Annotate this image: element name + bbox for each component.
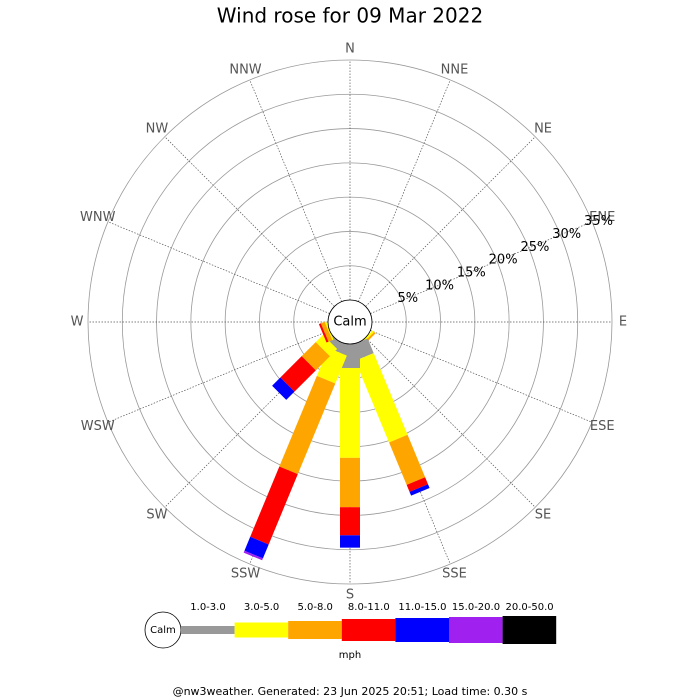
legend-label: 8.0-11.0 [348,602,390,613]
bar-segment [316,348,347,384]
legend-swatch [502,616,557,644]
legend-label: 20.0-50.0 [506,602,554,613]
bar-segment [340,535,360,548]
chart-title: Wind rose for 09 Mar 2022 [217,4,483,28]
bar-segment [280,356,316,392]
ring-label: 25% [520,240,549,255]
legend-swatch [181,626,235,634]
calm-label: Calm [333,315,366,330]
bar-segment [243,550,263,561]
direction-label: WSW [81,419,115,434]
footer: @nw3weather. Generated: 23 Jun 2025 20:5… [173,685,528,698]
bar-segment [324,321,334,341]
bar-segment [340,368,360,458]
calm-circle [327,299,373,345]
bar-segment [340,507,360,536]
direction-label: SSE [442,567,467,582]
spoke [365,337,536,508]
spoke [370,330,593,423]
legend-label: 1.0-3.0 [190,602,225,613]
bar-segment [409,484,430,496]
direction-label: E [619,315,627,330]
direction-label: S [346,588,354,603]
direction-bar [318,321,334,343]
ring-label: 20% [489,253,518,268]
direction-label: SW [146,508,167,523]
bar-segment [279,375,336,475]
legend-calm-label: Calm [150,625,176,636]
direction-bar [243,338,351,561]
legend-swatch [234,622,289,638]
ring-label: 15% [457,265,486,280]
bar-segment [315,334,338,357]
bar-segment [389,434,426,485]
legend-label: 3.0-5.0 [244,602,279,613]
grid-ring [121,93,579,551]
spoke [365,136,536,307]
bar-segment [244,536,269,559]
legend-swatch [395,618,449,642]
direction-label: SE [535,508,551,523]
legend-swatch [288,621,342,639]
direction-label: N [345,42,355,57]
bar-segment [406,477,429,492]
direction-label: NW [146,121,169,136]
ring-label: 10% [425,278,454,293]
spoke [164,136,335,307]
bar-segment [318,323,329,343]
direction-label: ESE [590,419,615,434]
legend-swatch [449,617,503,643]
direction-label: ENE [589,210,615,225]
spoke [107,221,330,314]
ring-label: 30% [552,227,581,242]
spoke [370,221,593,314]
direction-label: NNW [229,62,261,77]
direction-label: W [71,315,84,330]
direction-bar [340,344,360,548]
bar-segment [355,353,408,443]
bar-segment [301,342,330,371]
legend-label: 11.0-15.0 [398,602,446,613]
bar-segment [340,457,360,508]
legend-label: 5.0-8.0 [297,602,332,613]
legend-swatch [341,619,396,641]
direction-label: NE [534,121,552,136]
ring-label: 5% [397,291,418,306]
direction-label: SSW [231,567,261,582]
bar-segment [272,377,295,400]
legend-label: 15.0-20.0 [452,602,500,613]
direction-label: WNW [80,210,116,225]
bar-segment [320,321,333,342]
grid-ring [87,59,613,585]
ring-label: 35% [584,214,613,229]
bar-segment [250,466,298,545]
spoke [358,79,451,302]
spoke [249,79,342,302]
legend-unit: mph [339,650,361,661]
spoke [107,330,330,423]
direction-label: NNE [441,62,469,77]
